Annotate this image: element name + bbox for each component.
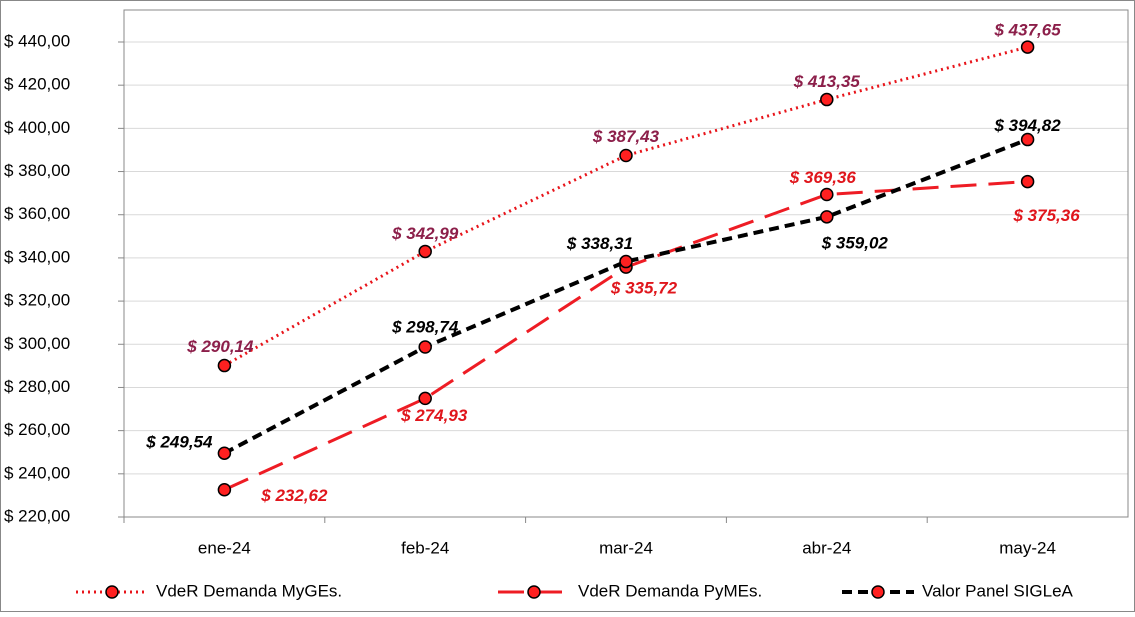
y-tick-label: $ 280,00	[4, 377, 70, 396]
marker	[217, 483, 232, 497]
marker	[217, 446, 232, 460]
y-tick-label: $ 440,00	[4, 31, 70, 50]
legend-label: VdeR Demanda PyMEs.	[578, 581, 762, 600]
x-tick-label: mar-24	[599, 538, 653, 557]
data-label: $ 387,43	[592, 127, 660, 146]
plot-border	[123, 9, 1129, 518]
y-tick-label: $ 220,00	[4, 506, 70, 525]
data-label: $ 232,62	[260, 486, 328, 505]
x-tick-label: abr-24	[802, 538, 851, 557]
data-label: $ 413,35	[793, 72, 861, 91]
marker	[619, 148, 633, 163]
legend-marker	[871, 585, 885, 599]
legend-marker	[105, 585, 119, 599]
y-tick-label: $ 240,00	[4, 463, 70, 482]
y-tick-label: $ 400,00	[4, 118, 70, 137]
y-tick-label: $ 420,00	[4, 75, 70, 94]
data-label: $ 342,99	[391, 224, 459, 243]
data-label: $ 338,31	[566, 234, 633, 253]
marker	[619, 254, 633, 269]
series-line	[223, 137, 1029, 455]
y-tick-label: $ 260,00	[4, 420, 70, 439]
x-tick-label: may-24	[999, 538, 1056, 557]
legend-marker	[527, 585, 541, 599]
y-tick-label: $ 380,00	[4, 161, 70, 180]
marker	[820, 210, 834, 224]
data-label: $ 290,14	[186, 337, 254, 356]
marker	[418, 340, 432, 354]
marker	[820, 187, 834, 202]
x-tick-label: feb-24	[401, 538, 449, 557]
data-label: $ 298,74	[391, 317, 459, 336]
y-tick-label: $ 320,00	[4, 291, 70, 310]
data-label: $ 249,54	[145, 433, 213, 452]
marker	[820, 92, 834, 107]
data-label: $ 394,82	[994, 116, 1062, 135]
data-label: $ 335,72	[610, 279, 678, 298]
data-label: $ 437,65	[994, 21, 1062, 40]
y-tick-label: $ 300,00	[4, 334, 70, 353]
marker	[418, 244, 432, 259]
legend-label: Valor Panel SIGLeA	[922, 581, 1074, 600]
x-tick-label: ene-24	[198, 538, 251, 557]
data-label: $ 359,02	[821, 233, 889, 252]
marker	[1020, 40, 1035, 54]
marker	[418, 391, 432, 406]
marker	[217, 358, 232, 373]
data-label: $ 375,36	[1013, 206, 1081, 225]
data-label: $ 369,36	[789, 168, 857, 187]
y-tick-label: $ 340,00	[4, 247, 70, 266]
data-label: $ 274,93	[400, 406, 468, 425]
y-tick-label: $ 360,00	[4, 204, 70, 223]
marker	[1020, 132, 1035, 147]
legend-label: VdeR Demanda MyGEs.	[156, 581, 342, 600]
marker	[1020, 174, 1035, 189]
